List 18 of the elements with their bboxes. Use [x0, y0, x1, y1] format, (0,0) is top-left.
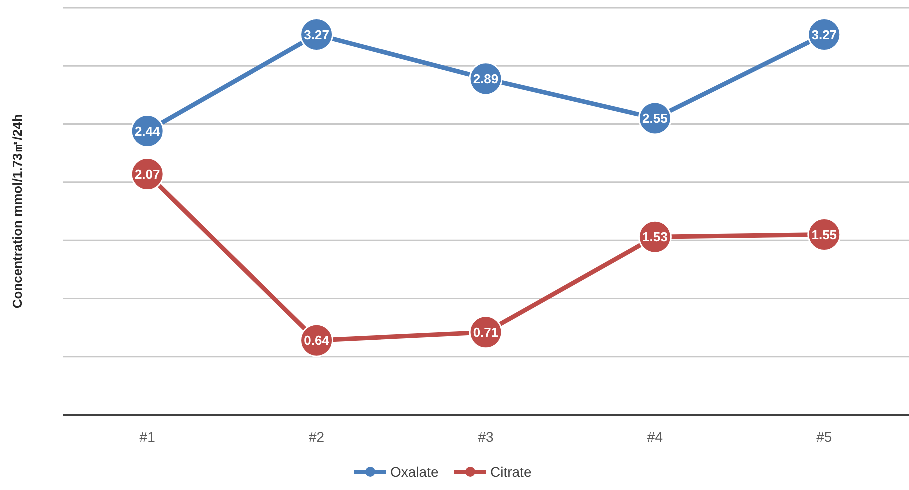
x-tick-label: #1 — [140, 429, 156, 445]
data-label: 2.07 — [134, 166, 160, 182]
x-tick-label: #5 — [816, 429, 832, 445]
x-tick-label: #3 — [478, 429, 494, 445]
data-label: 0.71 — [473, 324, 499, 340]
data-label: 3.27 — [304, 27, 330, 42]
legend-label: Citrate — [490, 464, 532, 480]
data-label: 1.55 — [812, 227, 838, 242]
data-label: 1.53 — [642, 230, 668, 245]
data-label: 2.44 — [134, 124, 162, 139]
data-label: 2.89 — [473, 71, 499, 86]
data-label: 2.55 — [642, 111, 668, 126]
y-axis-title: Concentration mmol/1.73㎡/24h — [10, 114, 25, 309]
legend-label: Oxalate — [390, 464, 439, 480]
x-tick-label: #4 — [647, 429, 664, 445]
x-tick-label: #2 — [309, 429, 325, 445]
data-label: 3.27 — [812, 27, 838, 42]
data-label: 0.64 — [304, 333, 330, 348]
